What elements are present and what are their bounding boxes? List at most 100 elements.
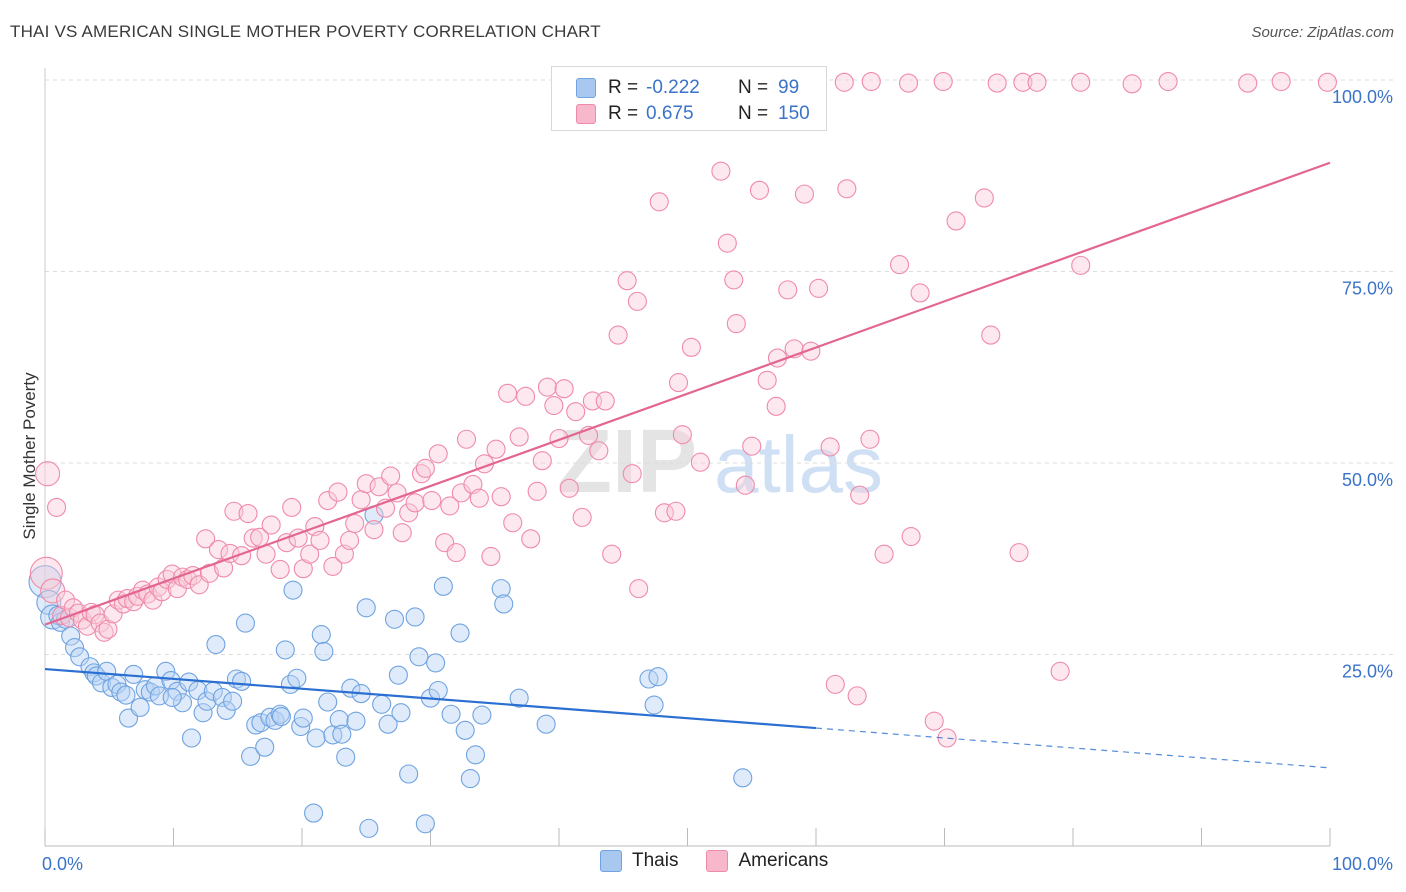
thai-point	[156, 661, 176, 681]
american-point	[516, 386, 536, 406]
thai-point	[287, 668, 307, 688]
american-point	[364, 520, 384, 540]
stats-legend-row-thais: R = -0.222 N = 99	[576, 76, 799, 100]
american-point	[901, 526, 921, 547]
american-point	[196, 529, 216, 549]
american-point	[250, 527, 270, 547]
american-point	[288, 528, 308, 548]
american-point	[566, 402, 586, 422]
american-point	[527, 481, 547, 501]
thai-point	[472, 705, 492, 725]
thais-points	[28, 505, 753, 838]
thai-point	[346, 711, 366, 731]
american-point	[860, 429, 880, 449]
thais-trend-extension	[815, 727, 1331, 769]
watermark: ZIP atlas	[557, 412, 883, 512]
thai-point	[241, 746, 261, 766]
american-point	[617, 271, 637, 291]
thai-point	[644, 695, 664, 715]
thai-point	[235, 613, 256, 633]
y-tick-label: 75.0%	[1342, 279, 1393, 299]
thai-point	[388, 665, 408, 685]
american-point	[1071, 255, 1091, 275]
chart-title: THAI VS AMERICAN SINGLE MOTHER POVERTY C…	[10, 22, 601, 41]
thai-point	[460, 769, 480, 789]
thai-point	[399, 764, 419, 784]
american-point	[794, 184, 814, 204]
american-point	[199, 563, 220, 583]
american-point	[224, 501, 244, 521]
legend-label-thais: Thais	[632, 850, 679, 871]
thai-point	[255, 737, 275, 757]
stats-legend: R = -0.222 N = 99 R = 0.675 N = 150	[551, 66, 827, 131]
watermark-zip: ZIP	[557, 412, 697, 512]
american-point	[422, 490, 442, 511]
tick-labels: 25.0% 50.0% 75.0% 100.0% 0.0% 100.0%	[42, 87, 1393, 874]
thai-point	[130, 697, 150, 717]
thai-point	[306, 728, 326, 748]
thai-point	[206, 634, 226, 655]
american-point	[1238, 73, 1258, 93]
american-point	[90, 613, 110, 633]
y-tick-label: 50.0%	[1342, 470, 1393, 490]
thai-point	[433, 576, 453, 596]
thai-point	[275, 640, 295, 660]
american-point	[834, 72, 854, 92]
american-point	[898, 73, 919, 93]
american-point	[310, 530, 330, 550]
thai-point	[336, 747, 356, 767]
thai-point	[332, 724, 352, 744]
thai-point	[405, 607, 425, 627]
american-point	[608, 325, 628, 345]
thai-point	[491, 579, 511, 599]
american-point	[809, 278, 829, 298]
american-point	[1158, 71, 1178, 92]
american-point	[778, 280, 798, 300]
american-point	[481, 546, 501, 567]
american-point	[411, 464, 432, 484]
thai-point	[172, 693, 193, 713]
chart-source: Source: ZipAtlas.com	[1251, 24, 1394, 41]
american-point	[1013, 72, 1033, 92]
american-point	[668, 373, 689, 393]
american-point	[491, 487, 511, 507]
thais-swatch	[576, 78, 596, 98]
thais-legend-swatch	[600, 850, 622, 872]
thai-point	[415, 814, 435, 834]
american-point	[456, 429, 477, 449]
r-value: -0.222	[646, 77, 700, 98]
americans-legend-swatch	[706, 850, 729, 872]
american-point	[323, 556, 343, 576]
american-point	[726, 314, 746, 334]
american-point	[861, 71, 881, 92]
thai-point	[372, 694, 392, 714]
american-point	[595, 391, 615, 411]
x-tick-label: 100.0%	[1332, 854, 1393, 874]
thai-point	[116, 685, 136, 705]
american-point	[572, 507, 592, 527]
american-point	[1009, 543, 1029, 563]
american-point	[345, 513, 365, 534]
americans-points	[29, 71, 1337, 748]
american-point	[825, 674, 845, 694]
american-point	[974, 188, 994, 208]
american-point	[277, 533, 297, 553]
thai-point	[648, 667, 668, 687]
american-point	[446, 543, 466, 563]
american-point	[339, 530, 360, 550]
american-point	[300, 544, 320, 564]
american-point	[837, 179, 857, 199]
american-point	[602, 544, 622, 564]
american-point	[532, 451, 552, 471]
y-tick-label: 100.0%	[1332, 87, 1393, 107]
thai-point	[536, 714, 556, 734]
thai-point	[428, 680, 448, 701]
american-point	[629, 579, 649, 599]
thai-point	[314, 641, 334, 661]
american-point	[47, 497, 67, 517]
axes	[44, 68, 1331, 847]
american-point	[220, 543, 240, 563]
n-value: 150	[778, 103, 810, 124]
american-point	[270, 559, 290, 580]
